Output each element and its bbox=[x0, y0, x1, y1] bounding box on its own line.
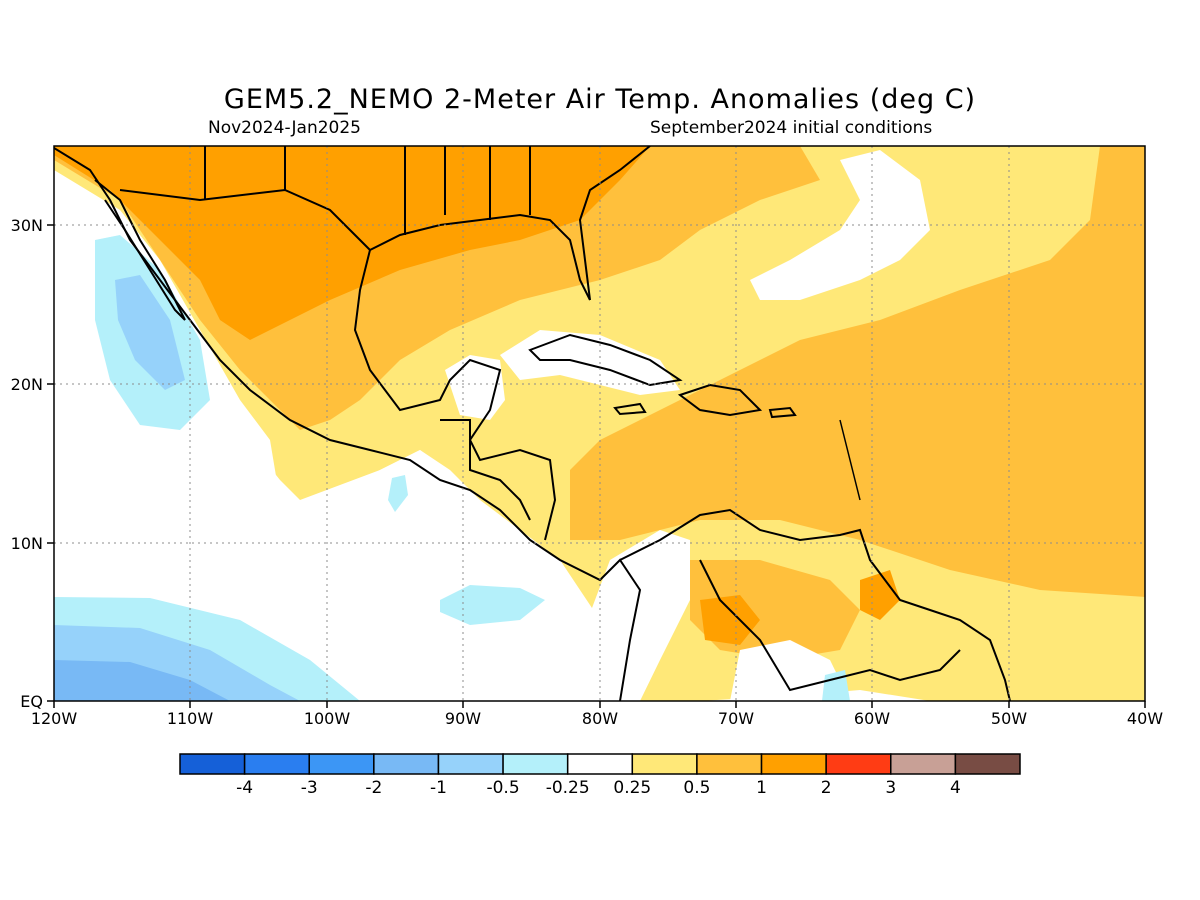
coastline-baja bbox=[94, 179, 186, 321]
coastline-hispaniola bbox=[677, 383, 763, 417]
coastline-mexico-pacific bbox=[54, 147, 642, 701]
anomaly-region-light-blue-baja bbox=[115, 275, 185, 390]
colorbar-swatch bbox=[696, 753, 763, 775]
coastline-puerto-rico bbox=[768, 406, 797, 419]
coastline-us-atlantic bbox=[578, 146, 651, 301]
colorbar-swatch bbox=[954, 753, 1021, 775]
longitude-labels: 120W 110W 100W 90W 80W 70W 60W 50W 40W bbox=[31, 709, 1163, 728]
colorbar-swatch bbox=[243, 753, 310, 775]
anomaly-region-neutral-atlantic bbox=[750, 150, 930, 300]
colorbar-label: -0.25 bbox=[546, 778, 590, 798]
colorbar-label: -2 bbox=[365, 778, 382, 798]
initial-conditions: September2024 initial conditions bbox=[650, 118, 933, 138]
lon-label: 110W bbox=[167, 709, 214, 728]
colorbar-label: 4 bbox=[950, 778, 961, 798]
colorbar-swatch bbox=[437, 753, 504, 775]
colorbar-swatch bbox=[825, 753, 892, 775]
coastline-cuba bbox=[528, 333, 683, 387]
colorbar: -4 -3 -2 -1 -0.5 -0.25 0.25 0.5 1 2 3 4 bbox=[179, 753, 1021, 798]
border-south-america-interior bbox=[699, 559, 961, 692]
anomaly-region-neutral-brazil bbox=[730, 640, 850, 701]
lon-label: 40W bbox=[1127, 709, 1163, 728]
colorbar-swatch bbox=[760, 753, 827, 775]
anomaly-region-orange-atlantic bbox=[570, 146, 1145, 597]
lat-label: 10N bbox=[11, 534, 43, 553]
lon-label: 100W bbox=[304, 709, 351, 728]
coastline-us-gulf bbox=[369, 213, 591, 301]
forecast-period: Nov2024-Jan2025 bbox=[208, 118, 361, 138]
latitude-labels: 30N 20N 10N EQ bbox=[11, 216, 43, 711]
colorbar-swatch bbox=[631, 753, 698, 775]
axis-ticks bbox=[47, 224, 1146, 708]
anomaly-region-dark-orange bbox=[54, 146, 650, 340]
coastline-gulf bbox=[353, 249, 557, 541]
colorbar-swatch bbox=[179, 753, 246, 775]
graticule bbox=[54, 146, 1145, 701]
colorbar-label: -1 bbox=[430, 778, 447, 798]
colorbar-label: 3 bbox=[885, 778, 896, 798]
lat-label: 20N bbox=[11, 375, 43, 394]
anomaly-region-blue-south bbox=[54, 660, 230, 701]
colorbar-swatch bbox=[308, 753, 375, 775]
colorbar-label: 1 bbox=[756, 778, 767, 798]
lon-label: 60W bbox=[854, 709, 890, 728]
anomaly-region-dark-orange-guiana bbox=[860, 570, 900, 620]
coastline-lesser-antilles bbox=[839, 419, 861, 501]
border-state-lines bbox=[204, 146, 531, 235]
coastline-jamaica bbox=[613, 402, 647, 416]
anomaly-region-light-cyan-panama-bight bbox=[440, 585, 545, 625]
colorbar-label: 0.25 bbox=[613, 778, 651, 798]
lon-label: 120W bbox=[31, 709, 78, 728]
colorbar-label: -0.5 bbox=[486, 778, 519, 798]
anomaly-region-light-cyan-small bbox=[388, 475, 408, 512]
border-central-america bbox=[440, 419, 531, 521]
anomaly-field bbox=[54, 146, 1145, 701]
anomaly-region-dark-orange-amazon bbox=[700, 595, 760, 645]
lat-label: EQ bbox=[20, 692, 43, 711]
colorbar-swatch bbox=[890, 753, 957, 775]
colorbar-swatch bbox=[566, 753, 634, 775]
lon-label: 80W bbox=[582, 709, 618, 728]
colorbar-swatch bbox=[373, 753, 440, 775]
lon-label: 90W bbox=[445, 709, 481, 728]
colorbar-label: -4 bbox=[236, 778, 253, 798]
colorbar-label: -3 bbox=[301, 778, 318, 798]
lon-label: 50W bbox=[991, 709, 1027, 728]
colorbar-swatch bbox=[502, 753, 569, 775]
lat-label: 30N bbox=[11, 216, 43, 235]
coastline-south-america bbox=[619, 508, 1011, 701]
map-title: GEM5.2_NEMO 2-Meter Air Temp. Anomalies … bbox=[223, 84, 977, 115]
coastlines bbox=[54, 146, 1011, 701]
lon-label: 70W bbox=[718, 709, 754, 728]
colorbar-label: 0.5 bbox=[683, 778, 710, 798]
colorbar-label: 2 bbox=[821, 778, 832, 798]
